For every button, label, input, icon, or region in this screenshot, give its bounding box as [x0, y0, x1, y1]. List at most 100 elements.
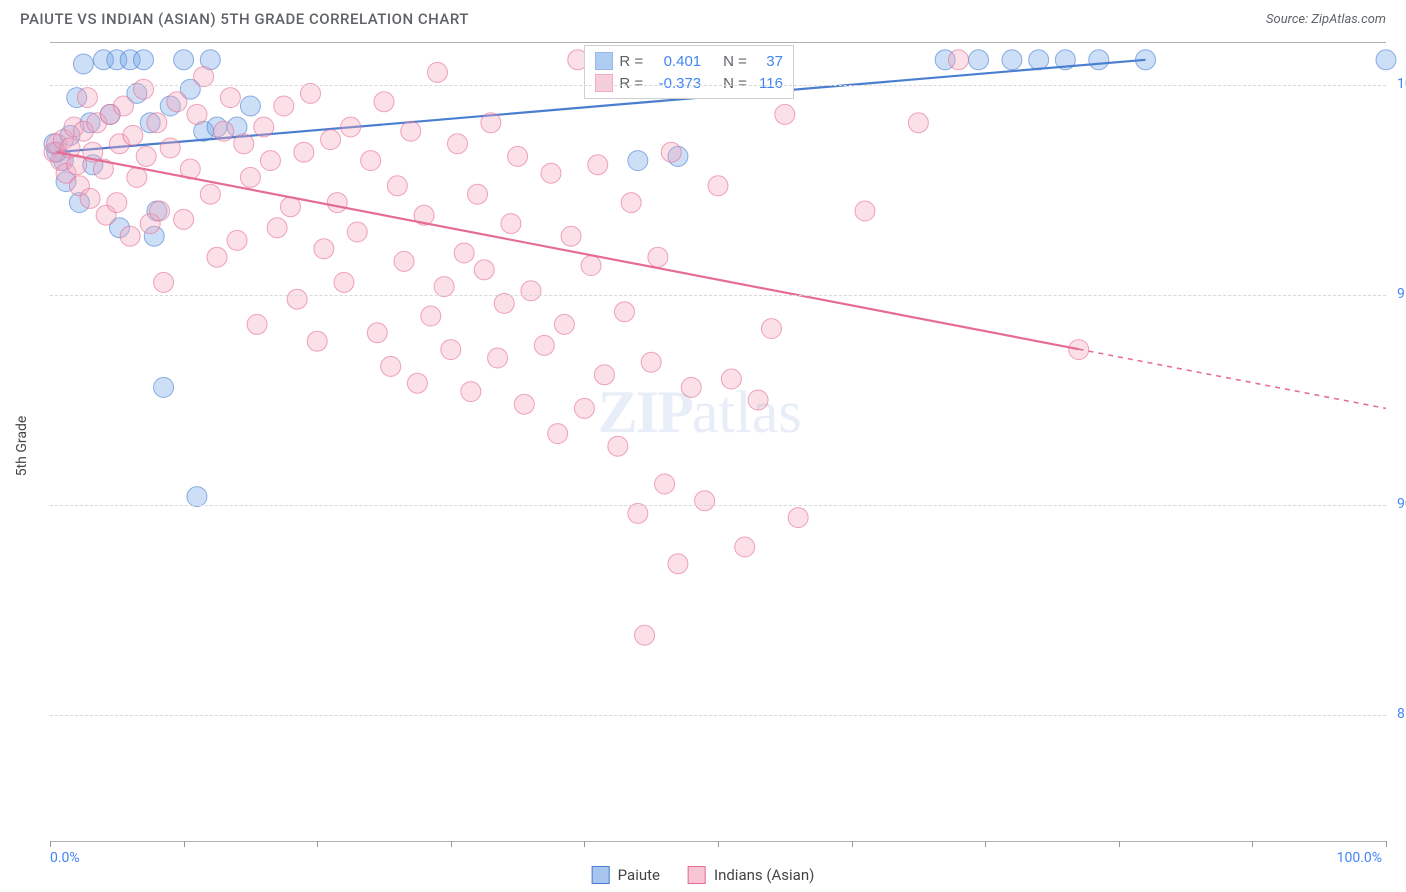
- data-point: [234, 134, 254, 154]
- data-point: [1029, 50, 1049, 70]
- data-point: [521, 281, 541, 301]
- data-point: [494, 293, 514, 313]
- legend-item: Paiute: [592, 866, 660, 884]
- data-point: [113, 96, 133, 116]
- data-point: [254, 117, 274, 137]
- data-point: [207, 247, 227, 267]
- data-point: [775, 104, 795, 124]
- data-point: [374, 92, 394, 112]
- data-point: [134, 50, 154, 70]
- data-point: [77, 88, 97, 108]
- legend-row: R =-0.373N =116: [595, 72, 783, 94]
- data-point: [294, 142, 314, 162]
- data-point: [421, 306, 441, 326]
- data-point: [908, 113, 928, 133]
- data-point: [361, 151, 381, 171]
- trend-line-dashed: [1079, 349, 1386, 408]
- gridline: [50, 715, 1386, 716]
- x-tick: [852, 841, 853, 847]
- data-point: [635, 625, 655, 645]
- legend-swatch: [592, 866, 610, 884]
- data-point: [73, 54, 93, 74]
- chart-title: PAIUTE VS INDIAN (ASIAN) 5TH GRADE CORRE…: [20, 10, 469, 28]
- data-point: [561, 226, 581, 246]
- data-point: [341, 117, 361, 137]
- data-point: [514, 394, 534, 414]
- data-point: [167, 92, 187, 112]
- legend-label: Paiute: [618, 866, 660, 884]
- x-min-label: 0.0%: [50, 850, 80, 866]
- data-point: [574, 398, 594, 418]
- data-point: [648, 247, 668, 267]
- data-point: [614, 302, 634, 322]
- data-point: [401, 121, 421, 141]
- data-point: [441, 340, 461, 360]
- y-axis-label: 5th Grade: [14, 416, 30, 477]
- data-point: [761, 319, 781, 339]
- data-point: [160, 138, 180, 158]
- data-point: [120, 226, 140, 246]
- data-point: [220, 88, 240, 108]
- data-point: [594, 365, 614, 385]
- data-point: [628, 503, 648, 523]
- y-tick-label: 85.0%: [1389, 706, 1406, 722]
- data-point: [481, 113, 501, 133]
- data-point: [174, 50, 194, 70]
- data-point: [447, 134, 467, 154]
- n-label: N =: [723, 75, 747, 92]
- legend-swatch: [595, 74, 613, 92]
- gridline: [50, 505, 1386, 506]
- x-tick: [184, 841, 185, 847]
- data-point: [123, 125, 143, 145]
- source-label: Source: ZipAtlas.com: [1266, 12, 1386, 27]
- data-point: [588, 155, 608, 175]
- n-value: 116: [753, 75, 783, 92]
- data-point: [541, 163, 561, 183]
- data-point: [194, 67, 214, 87]
- data-point: [581, 256, 601, 276]
- x-tick: [985, 841, 986, 847]
- x-tick: [1386, 841, 1387, 847]
- data-point: [150, 201, 170, 221]
- gridline: [50, 295, 1386, 296]
- data-point: [214, 121, 234, 141]
- data-point: [454, 243, 474, 263]
- data-point: [628, 151, 648, 171]
- data-point: [227, 230, 247, 250]
- data-point: [154, 272, 174, 292]
- data-point: [1089, 50, 1109, 70]
- data-point: [187, 104, 207, 124]
- data-point: [247, 314, 267, 334]
- gridline: [50, 85, 1386, 86]
- data-point: [788, 508, 808, 528]
- data-point: [548, 424, 568, 444]
- data-point: [367, 323, 387, 343]
- x-tick: [584, 841, 585, 847]
- legend-swatch: [688, 866, 706, 884]
- r-label: R =: [619, 53, 643, 70]
- data-point: [301, 83, 321, 103]
- n-label: N =: [723, 53, 747, 70]
- x-tick: [317, 841, 318, 847]
- data-point: [147, 113, 167, 133]
- data-point: [748, 390, 768, 410]
- x-tick: [1252, 841, 1253, 847]
- r-value: 0.401: [649, 53, 701, 70]
- data-point: [501, 214, 521, 234]
- data-point: [668, 554, 688, 574]
- data-point: [134, 79, 154, 99]
- data-point: [240, 96, 260, 116]
- data-point: [721, 369, 741, 389]
- y-tick-label: 95.0%: [1389, 286, 1406, 302]
- data-point: [347, 222, 367, 242]
- x-max-label: 100.0%: [1337, 850, 1382, 866]
- r-label: R =: [619, 75, 643, 92]
- data-point: [641, 352, 661, 372]
- x-tick: [451, 841, 452, 847]
- legend-item: Indians (Asian): [688, 866, 814, 884]
- data-point: [534, 335, 554, 355]
- data-point: [327, 193, 347, 213]
- data-point: [474, 260, 494, 280]
- data-point: [407, 373, 427, 393]
- data-point: [307, 331, 327, 351]
